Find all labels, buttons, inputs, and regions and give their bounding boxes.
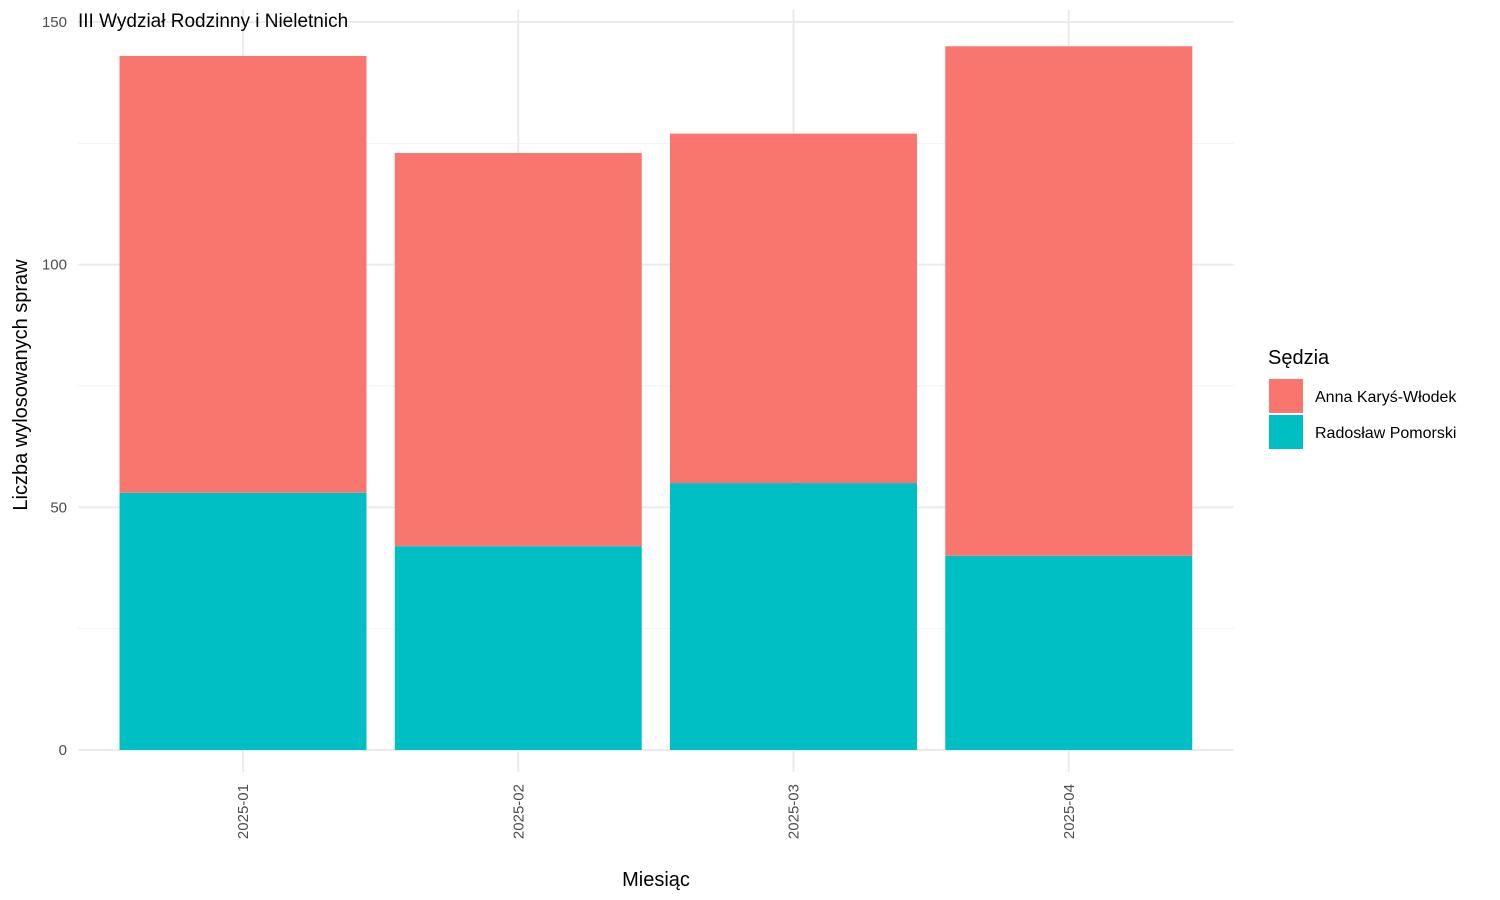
legend-title: Sędzia [1268,347,1330,369]
y-tick-label: 0 [59,742,67,759]
chart-title: III Wydział Rodzinny i Nieletnich [78,11,348,32]
x-axis-title: Miesiąc [622,869,690,891]
bar-anna-karys-w-odek-2025-04 [945,46,1193,556]
x-tick-label: 2025-04 [1061,784,1078,839]
legend-label: Radosław Pomorski [1315,425,1456,442]
bar-anna-karys-w-odek-2025-02 [394,153,642,547]
legend: Sędzia Anna Karyś-Włodek Radosław Pomorsk… [1268,347,1457,449]
x-tick-label: 2025-03 [786,784,803,839]
bar-anna-karys-w-odek-2025-03 [670,133,917,484]
bar-rados-aw-pomorski-2025-02 [394,546,642,750]
legend-key [1269,415,1303,449]
y-tick-label: 100 [42,257,67,274]
legend-key [1269,379,1303,413]
y-axis-ticks: 0 50 100 150 [42,14,67,759]
bar-rados-aw-pomorski-2025-01 [119,492,367,750]
legend-label: Anna Karyś-Włodek [1315,389,1457,406]
y-tick-label: 50 [50,499,67,516]
x-tick-label: 2025-02 [510,784,527,839]
y-axis-title: Liczba wylosowanych spraw [10,259,32,511]
y-tick-label: 150 [42,14,67,31]
bar-anna-karys-w-odek-2025-01 [119,55,367,493]
bar-rados-aw-pomorski-2025-03 [670,483,917,750]
bar-rados-aw-pomorski-2025-04 [945,555,1193,750]
x-axis-ticks: 2025-01 2025-02 2025-03 2025-04 [235,784,1078,839]
bars [119,46,1193,750]
x-tick-label: 2025-01 [235,784,252,839]
